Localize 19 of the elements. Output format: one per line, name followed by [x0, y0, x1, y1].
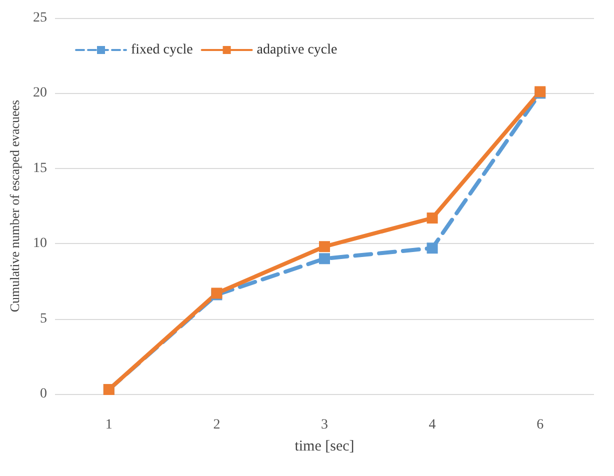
y-tick-label: 25	[33, 10, 47, 26]
legend-label: adaptive cycle	[256, 42, 338, 58]
x-tick-label: 3	[321, 418, 328, 432]
y-axis-title: Cumulative number of escaped evacuees	[7, 100, 22, 312]
x-tick-label: 1	[105, 418, 112, 432]
point	[319, 253, 330, 264]
point	[426, 242, 438, 254]
y-tick-label: 5	[40, 311, 47, 326]
legend-label: fixed cycle	[131, 42, 193, 58]
x-tick-label: 2	[213, 418, 220, 432]
point	[319, 241, 330, 252]
y-tick-label: 15	[33, 160, 47, 176]
y-tick-label: 0	[40, 386, 47, 402]
point	[426, 212, 438, 224]
x-axis-title: time [sec]	[294, 438, 354, 454]
y-tick-label: 20	[33, 86, 47, 101]
x-tick-label: 4	[428, 418, 436, 432]
y-tick-label: 10	[33, 236, 47, 252]
x-tick-label: 6	[536, 418, 544, 432]
